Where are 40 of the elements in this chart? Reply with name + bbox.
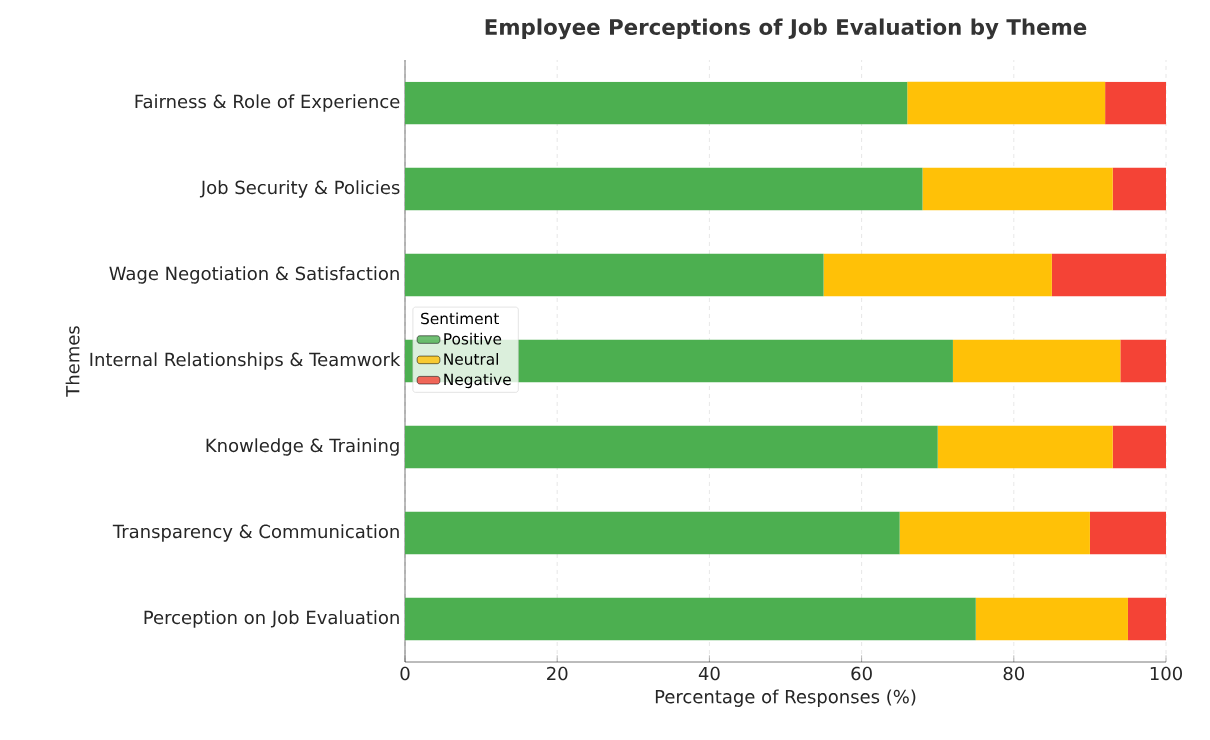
bar xyxy=(405,511,900,555)
bar xyxy=(405,81,908,125)
bar xyxy=(405,597,976,641)
x-tick-label: 80 xyxy=(1003,666,1025,681)
x-tick-label: 0 xyxy=(400,666,410,681)
y-tick-label: Job Security & Policies xyxy=(199,180,400,198)
bar xyxy=(405,167,923,211)
y-tick-label: Transparency & Communication xyxy=(112,524,399,542)
bar xyxy=(1112,167,1166,211)
legend-title: Sentiment xyxy=(421,312,499,325)
legend-label: Neutral xyxy=(444,353,498,365)
x-tick-label: 60 xyxy=(851,666,872,681)
bar xyxy=(922,167,1113,211)
bar xyxy=(899,511,1090,555)
y-tick-label: Knowledge & Training xyxy=(206,438,399,456)
bar xyxy=(1127,597,1166,641)
y-tick-label: Fairness & Role of Experience xyxy=(135,94,400,112)
bar xyxy=(1051,253,1166,297)
bar xyxy=(907,81,1106,125)
bar xyxy=(952,339,1121,383)
bar xyxy=(937,425,1113,469)
bar xyxy=(1112,425,1166,469)
x-tick-label: 20 xyxy=(547,666,568,681)
bar xyxy=(823,253,1052,297)
y-tick-label: Wage Negotiation & Satisfaction xyxy=(109,266,399,284)
y-tick-label: Internal Relationships & Teamwork xyxy=(90,352,401,370)
y-tick-label: Perception on Job Evaluation xyxy=(144,610,399,628)
bar xyxy=(405,253,824,297)
bar xyxy=(1120,339,1166,383)
x-tick-label: 100 xyxy=(1150,666,1182,681)
x-tick-label: 40 xyxy=(698,666,720,681)
chart-title: Employee Perceptions of Job Evaluation by Theme xyxy=(485,18,1087,40)
legend-label: Positive xyxy=(444,332,502,345)
bar xyxy=(1089,511,1166,555)
bar xyxy=(1105,81,1166,125)
y-axis-title: Themes xyxy=(65,326,80,397)
x-axis-title: Percentage of Responses (%) xyxy=(655,689,916,707)
bar xyxy=(405,425,938,469)
bar xyxy=(975,597,1128,641)
legend-label: Negative xyxy=(444,373,511,389)
